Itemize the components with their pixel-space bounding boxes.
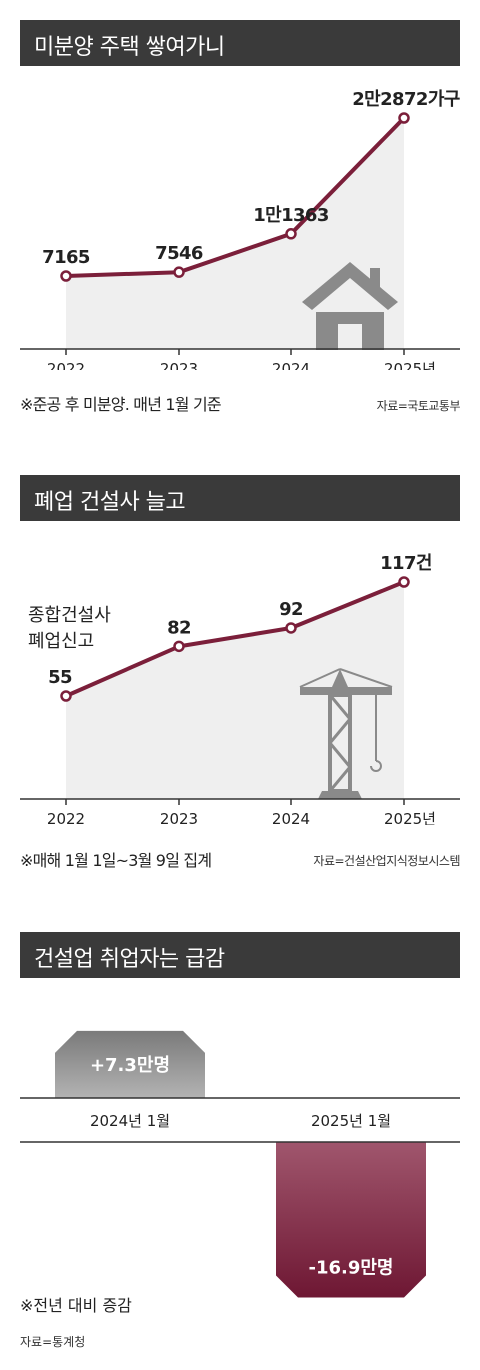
section3-header: 건설업 취업자는 급감: [20, 932, 460, 978]
data-point: [60, 690, 72, 702]
x-tick-label: 2022: [47, 360, 85, 370]
chart-unsold-housing: 7165 7546 1만1363 2만2872가구 2022 2023 2024 2025년: [20, 89, 460, 370]
data-point: [285, 622, 297, 634]
series-label-line1: 종합건설사: [28, 605, 111, 626]
x-tick-label: 2024: [272, 360, 310, 370]
x-tick-label: 2023: [160, 810, 198, 825]
source: 자료=건설산업지식정보시스템: [313, 854, 460, 868]
data-point: [60, 270, 72, 282]
x-tick-label: 2023: [160, 360, 198, 370]
area-fill: [66, 582, 404, 799]
note: ※전년 대비 증감: [20, 1296, 132, 1315]
chart-employment-change: 2024년 1월 2025년 1월 +7.3만명 -16.9만명 ※전년 대비 …: [20, 1030, 460, 1349]
value-label: 1만1363: [253, 205, 329, 226]
value-label: 7546: [155, 243, 203, 264]
value-label: 2만2872가구: [352, 89, 460, 110]
value-label-2024: +7.3만명: [90, 1055, 170, 1076]
data-point: [398, 112, 410, 124]
section1-header: 미분양 주택 쌓여가니: [20, 20, 460, 66]
section2-header: 폐업 건설사 늘고: [20, 475, 460, 521]
source: 자료=국토교통부: [376, 399, 461, 413]
data-point: [173, 640, 185, 653]
value-label: 82: [167, 617, 191, 638]
value-label: 7165: [42, 247, 90, 268]
value-label: 117건: [380, 553, 432, 574]
series-line: [65, 116, 406, 278]
value-label: 55: [48, 667, 72, 688]
bar-2025: [276, 1142, 426, 1298]
x-tick-label: 2025년: [384, 360, 436, 370]
section3-title: 건설업 취업자는 급감: [34, 947, 225, 972]
note: ※준공 후 미분양. 매년 1월 기준: [20, 395, 222, 414]
series-line: [65, 580, 405, 698]
data-point: [285, 228, 297, 240]
x-tick-label: 2025년: [384, 810, 436, 825]
bar-2024: [55, 1030, 205, 1098]
section2-title: 폐업 건설사 늘고: [34, 490, 186, 515]
note: ※매해 1월 1일~3월 9일 집계: [20, 851, 212, 870]
data-point: [398, 576, 410, 588]
category-label-2025: 2025년 1월: [311, 1112, 391, 1130]
data-point: [173, 266, 185, 278]
house-icon: [302, 262, 398, 350]
section1-title: 미분양 주택 쌓여가니: [34, 35, 225, 60]
chart-closed-builders: 55 82 92 117건 2022 2023 2024 2025년 종합건설사 폐업신고: [20, 553, 460, 825]
crane-icon: [299, 668, 393, 799]
value-label: 92: [279, 599, 303, 620]
x-tick-label: 2024: [272, 810, 310, 825]
category-label-2024: 2024년 1월: [90, 1112, 170, 1130]
source: 자료=통계청: [20, 1335, 85, 1349]
x-tick-label: 2022: [47, 810, 85, 825]
series-label-line2: 폐업신고: [28, 631, 94, 652]
value-label-2025: -16.9만명: [308, 1257, 393, 1278]
